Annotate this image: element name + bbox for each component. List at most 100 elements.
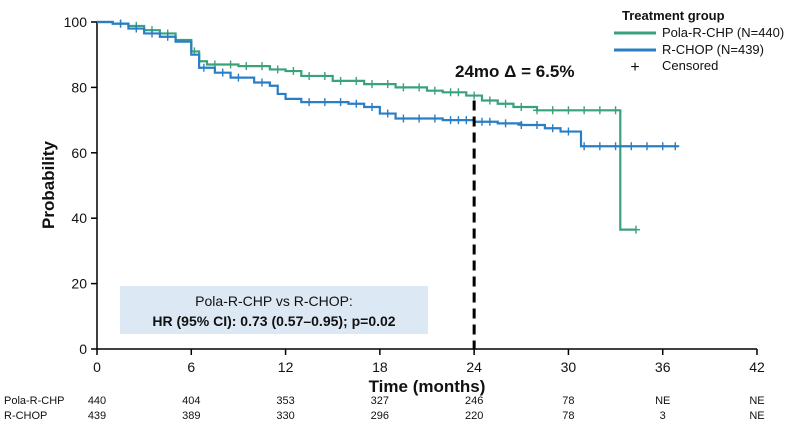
hr-box-line1: Pola-R-CHP vs R-CHOP:	[195, 293, 353, 309]
risk-value: 440	[88, 395, 106, 407]
censored-mark	[242, 62, 251, 71]
censored-mark	[399, 83, 408, 92]
risk-value: NE	[749, 395, 764, 407]
censored-mark	[564, 127, 573, 136]
x-tick-label: 18	[372, 359, 388, 375]
censored-mark	[595, 142, 604, 151]
censored-mark	[627, 142, 636, 151]
censored-mark	[383, 80, 392, 89]
censored-mark	[399, 114, 408, 123]
risk-value: 353	[276, 395, 294, 407]
risk-value: 327	[371, 395, 389, 407]
y-tick-label: 0	[79, 341, 87, 357]
censored-mark	[383, 109, 392, 118]
legend: Treatment group Pola-R-CHP (N=440) R-CHO…	[614, 8, 784, 76]
y-tick-label: 60	[71, 145, 87, 161]
risk-table: Pola-R-CHP 440 404 353 327 246 78 NE NE R-CHOP 439…	[4, 395, 765, 422]
censored-mark	[415, 83, 424, 92]
censored-mark	[368, 80, 376, 89]
censored-mark	[643, 142, 651, 151]
legend-title: Treatment group	[622, 8, 725, 23]
risk-value: 330	[276, 410, 294, 422]
censored-mark	[501, 99, 510, 108]
risk-value: 439	[88, 410, 106, 422]
censored-mark	[320, 98, 329, 107]
censored-mark	[454, 88, 463, 97]
censored-mark	[199, 63, 208, 72]
censored-mark	[415, 114, 424, 123]
x-tick-label: 12	[278, 359, 294, 375]
km-curve-pola-r-chp	[97, 20, 636, 231]
risk-value: 246	[465, 395, 483, 407]
risk-value: 78	[562, 410, 574, 422]
censored-mark	[564, 106, 573, 115]
x-tick-label: 0	[93, 359, 101, 375]
censored-mark	[595, 106, 604, 115]
censored-mark	[336, 76, 345, 85]
risk-value: 78	[562, 395, 574, 407]
censored-mark	[470, 91, 479, 100]
x-tick-label: 30	[561, 359, 577, 375]
censored-mark	[658, 142, 667, 151]
censored-mark	[446, 88, 455, 97]
risk-value: NE	[655, 395, 670, 407]
legend-censored-label: Censored	[662, 58, 718, 73]
censored-mark	[517, 121, 526, 130]
risk-value: 3	[660, 410, 666, 422]
censored-mark	[305, 71, 314, 80]
censored-mark	[336, 98, 345, 107]
censored-mark	[320, 71, 329, 80]
censored-mark	[454, 116, 463, 125]
censored-mark	[462, 116, 471, 125]
legend-label-rchop: R-CHOP (N=439)	[662, 42, 764, 57]
censored-mark	[580, 142, 589, 151]
hr-box	[120, 286, 428, 334]
censored-mark	[116, 19, 125, 28]
censored-mark	[485, 117, 494, 126]
censored-mark	[632, 225, 640, 234]
censored-mark	[671, 142, 680, 151]
censored-mark	[305, 98, 314, 107]
risk-value: 389	[182, 410, 200, 422]
censored-mark	[289, 67, 298, 76]
censored-mark	[580, 106, 589, 115]
x-tick-label: 24	[466, 359, 482, 375]
censored-mark	[273, 65, 282, 74]
censored-mark	[533, 106, 541, 115]
delta-annotation: 24mo Δ = 6.5%	[455, 62, 574, 81]
censored-mark	[611, 142, 620, 151]
risk-row-label: Pola-R-CHP	[4, 395, 65, 407]
risk-value: 296	[371, 410, 389, 422]
censored-mark	[258, 62, 266, 71]
y-tick-label: 100	[64, 14, 88, 30]
censored-mark	[517, 103, 526, 112]
legend-censored-marker: +	[630, 59, 639, 76]
censored-mark	[218, 68, 227, 77]
censored-mark	[234, 73, 243, 82]
y-axis-title: Probability	[39, 141, 58, 229]
risk-value: 404	[182, 395, 200, 407]
censored-mark	[352, 76, 361, 85]
censored-mark	[148, 29, 156, 38]
censored-mark	[132, 24, 141, 33]
censored-mark	[478, 117, 486, 126]
censored-mark	[446, 116, 455, 125]
censored-mark	[548, 106, 557, 115]
axes-layer: 0 20 40 60 80 100 0 6 12 18 24 30 36 42	[64, 14, 765, 375]
censored-mark	[226, 60, 235, 69]
curves-layer	[97, 19, 680, 234]
censored-mark	[258, 78, 266, 87]
hr-box-line2: HR (95% CI): 0.73 (0.57–0.95); p=0.02	[152, 313, 395, 329]
y-tick-label: 40	[71, 210, 87, 226]
legend-label-pola: Pola-R-CHP (N=440)	[662, 25, 784, 40]
censored-mark	[548, 124, 557, 133]
x-tick-label: 42	[749, 359, 765, 375]
censored-mark	[430, 86, 439, 95]
y-tick-label: 80	[71, 79, 87, 95]
censored-mark	[533, 121, 541, 130]
x-axis-title: Time (months)	[369, 377, 486, 396]
risk-row-label: R-CHOP	[4, 410, 47, 422]
censored-mark	[368, 103, 376, 112]
censored-mark	[430, 114, 439, 123]
